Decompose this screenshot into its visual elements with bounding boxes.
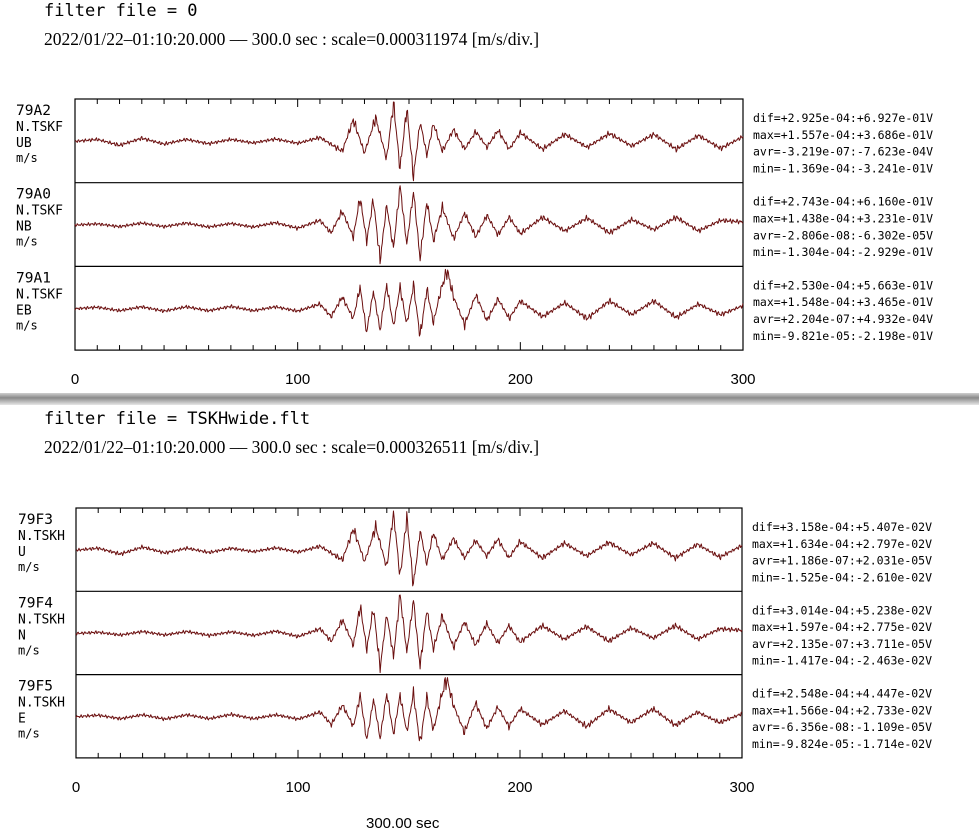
component-label: UB <box>16 136 32 151</box>
unit-label: m/s <box>18 727 40 741</box>
station-label: N.TSKF <box>16 120 63 135</box>
station-label: N.TSKF <box>16 204 63 219</box>
waveform-trace <box>75 594 743 674</box>
unit-label: m/s <box>18 560 40 574</box>
x-tick-label: 0 <box>71 371 79 388</box>
unit-label: m/s <box>16 151 38 165</box>
waveform-trace <box>74 268 744 337</box>
channel-stat-line: max=+1.566e-04:+2.733e-02V <box>752 703 932 717</box>
channel-stat-line: dif=+2.530e-04:+5.663e-01V <box>753 278 933 292</box>
channel-stat-line: avr=+1.186e-07:+2.031e-05V <box>752 554 932 568</box>
channel-stat-line: avr=+2.204e-07:+4.932e-04V <box>753 312 933 326</box>
component-label: E <box>18 712 26 727</box>
channel-code-label: 79F3 <box>18 512 53 528</box>
channel-code-label: 79F4 <box>18 595 53 611</box>
channel-stat-line: dif=+3.158e-04:+5.407e-02V <box>752 520 932 534</box>
channel-stat-line: min=-9.821e-05:-2.198e-01V <box>753 329 933 343</box>
channel-stat-line: max=+1.438e-04:+3.231e-01V <box>753 212 933 226</box>
filter-file-label: filter file = 0 <box>44 1 198 21</box>
waveform-trace <box>74 185 744 265</box>
waveform-trace <box>74 101 744 182</box>
channel-stat-line: dif=+2.548e-04:+4.447e-02V <box>752 687 932 701</box>
station-label: N.TSKH <box>18 612 65 627</box>
channel-stat-line: max=+1.557e-04:+3.686e-01V <box>753 128 933 142</box>
channel-stat-line: dif=+2.925e-04:+6.927e-01V <box>753 111 933 125</box>
component-label: U <box>18 545 26 560</box>
x-tick-label: 100 <box>285 371 310 388</box>
record-info-label: 2022/01/22–01:10:20.000 –– 300.0 sec : s… <box>44 437 540 457</box>
component-label: N <box>18 628 26 643</box>
component-label: EB <box>16 303 32 318</box>
component-label: NB <box>16 220 32 235</box>
channel-stat-line: min=-1.304e-04:-2.929e-01V <box>753 245 933 259</box>
waveform-plot: 0 100 200 30079A2N.TSKFUBm/sdif=+2.925e-04:… <box>16 98 933 388</box>
panel-divider <box>0 393 979 405</box>
time-span-label: 300.00 sec <box>366 815 440 832</box>
channel-stat-line: avr=+2.135e-07:+3.711e-05V <box>752 637 932 651</box>
waveform-panel-top: filter file = 0 2022/01/22–01:10:20.000 … <box>0 0 979 393</box>
channel-stat-line: min=-1.417e-04:-2.463e-02V <box>752 654 932 668</box>
unit-label: m/s <box>18 643 40 657</box>
channel-stat-line: min=-9.824e-05:-1.714e-02V <box>752 737 932 751</box>
x-tick-label: 100 <box>285 779 310 796</box>
channel-stat-line: dif=+2.743e-04:+6.160e-01V <box>753 195 933 209</box>
channel-stat-line: max=+1.597e-04:+2.775e-02V <box>752 620 932 634</box>
channel-stat-line: min=-1.525e-04:-2.610e-02V <box>752 570 932 584</box>
waveform-trace <box>75 677 743 742</box>
channel-stat-line: dif=+3.014e-04:+5.238e-02V <box>752 603 932 617</box>
channel-stat-line: max=+1.548e-04:+3.465e-01V <box>753 295 933 309</box>
channel-code-label: 79A2 <box>16 103 51 119</box>
unit-label: m/s <box>16 318 38 332</box>
waveform-panel-bottom: filter file = TSKHwide.flt 2022/01/22–01… <box>0 405 979 840</box>
x-tick-label: 300 <box>730 371 755 388</box>
unit-label: m/s <box>16 235 38 249</box>
channel-stat-line: min=-1.369e-04:-3.241e-01V <box>753 161 933 175</box>
channel-stat-line: avr=-6.356e-08:-1.109e-05V <box>752 720 932 734</box>
record-info-label: 2022/01/22–01:10:20.000 –– 300.0 sec : s… <box>44 29 540 49</box>
station-label: N.TSKH <box>18 529 65 544</box>
station-label: N.TSKH <box>18 696 65 711</box>
x-tick-label: 300 <box>729 779 754 796</box>
station-label: N.TSKF <box>16 287 63 302</box>
channel-code-label: 79A1 <box>16 270 51 286</box>
channel-code-label: 79F5 <box>18 679 53 695</box>
x-tick-label: 200 <box>508 371 533 388</box>
waveform-trace <box>75 510 743 587</box>
x-tick-label: 0 <box>72 779 80 796</box>
filter-file-label: filter file = TSKHwide.flt <box>44 409 311 429</box>
channel-stat-line: avr=-2.806e-08:-6.302e-05V <box>753 228 933 242</box>
waveform-plot: 0 100 200 30079F3N.TSKHUm/sdif=+3.158e-04:+… <box>18 507 932 796</box>
x-tick-label: 200 <box>507 779 532 796</box>
channel-stat-line: max=+1.634e-04:+2.797e-02V <box>752 537 932 551</box>
channel-stat-line: avr=-3.219e-07:-7.623e-04V <box>753 145 933 159</box>
channel-code-label: 79A0 <box>16 187 51 203</box>
